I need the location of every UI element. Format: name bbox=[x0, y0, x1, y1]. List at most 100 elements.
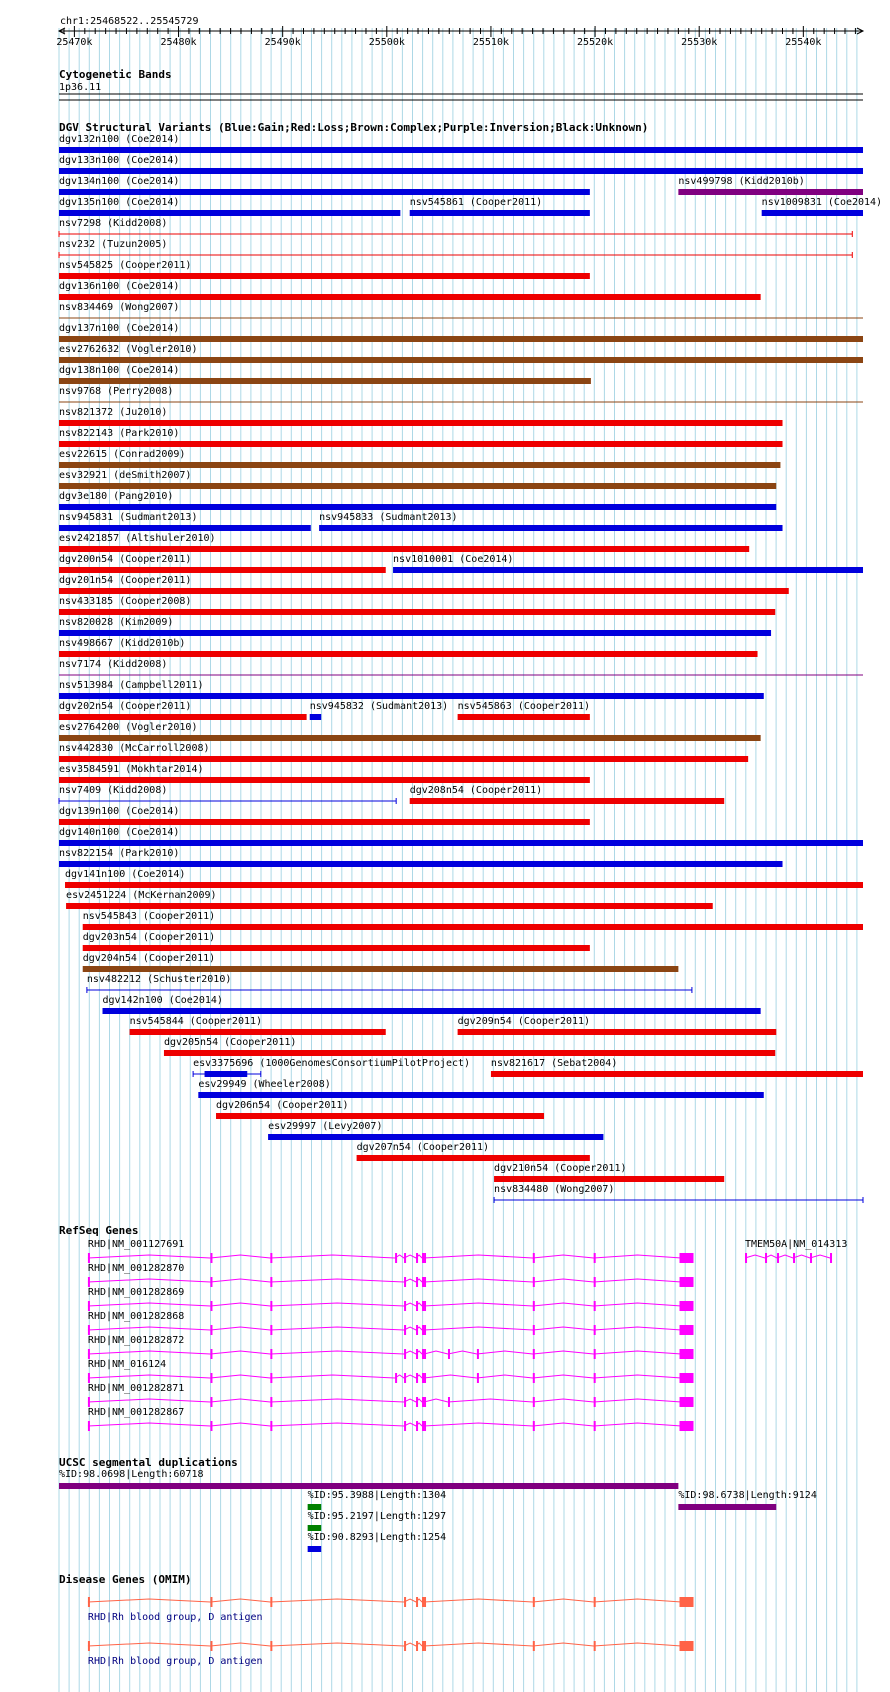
dgv-feature[interactable]: dgv209n54 (Cooper2011) bbox=[457, 1016, 777, 1035]
dgv-feature[interactable]: esv2421857 (Altshuler2010) bbox=[59, 533, 750, 552]
dgv-feature[interactable]: nsv545844 (Cooper2011) bbox=[129, 1016, 386, 1035]
dgv-feature[interactable]: nsv433185 (Cooper2008) bbox=[59, 596, 776, 615]
omim-gene-exon bbox=[416, 1597, 419, 1607]
refseq-gene-exon bbox=[424, 1421, 427, 1431]
dgv-feature[interactable]: nsv545825 (Cooper2011) bbox=[59, 260, 590, 279]
dgv-feature[interactable]: esv2762632 (Vogler2010) bbox=[59, 344, 863, 363]
dgv-feature[interactable]: dgv206n54 (Cooper2011) bbox=[216, 1100, 545, 1119]
dgv-feature[interactable]: dgv201n54 (Cooper2011) bbox=[59, 575, 789, 594]
dgv-feature[interactable]: esv22615 (Conrad2009) bbox=[59, 449, 781, 468]
refseq-genes-track[interactable]: RefSeq Genes RHD|NM_001127691 RHD|NM_0012… bbox=[59, 1224, 847, 1431]
dgv-feature[interactable]: nsv822154 (Park2010) bbox=[59, 848, 783, 867]
refseq-gene[interactable]: RHD|NM_001282868 bbox=[87, 1311, 694, 1335]
dgv-feature[interactable]: nsv820028 (Kim2009) bbox=[59, 617, 772, 636]
dgv-feature[interactable]: dgv204n54 (Cooper2011) bbox=[82, 953, 679, 972]
cytogenetic-bands-track[interactable]: Cytogenetic Bands 1p36.11 bbox=[59, 68, 863, 101]
refseq-gene[interactable]: RHD|NM_001282872 bbox=[87, 1335, 694, 1359]
ruler-ticks: 25470k 25480k 25490k 25500k 25510k 25520k 2553… bbox=[56, 26, 865, 48]
omim-gene[interactable]: RHD|Rh blood group, D antigen bbox=[87, 1597, 694, 1623]
dgv-feature[interactable]: dgv203n54 (Cooper2011) bbox=[82, 932, 590, 951]
dgv-feature[interactable]: nsv945832 (Sudmant2013) bbox=[309, 701, 448, 720]
segdup-feature[interactable]: %ID:98.6738|Length:9124 bbox=[678, 1490, 817, 1510]
dgv-feature[interactable]: dgv134n100 (Coe2014) bbox=[59, 176, 590, 195]
dgv-feature-label: nsv545863 (Cooper2011) bbox=[458, 701, 590, 712]
dgv-feature[interactable]: dgv136n100 (Coe2014) bbox=[59, 281, 761, 300]
dgv-feature[interactable]: dgv140n100 (Coe2014) bbox=[59, 827, 863, 846]
dgv-feature[interactable]: nsv821617 (Sebat2004) bbox=[490, 1058, 863, 1077]
dgv-feature[interactable]: nsv834469 (Wong2007) bbox=[59, 302, 863, 319]
dgv-feature[interactable]: dgv200n54 (Cooper2011) bbox=[59, 554, 386, 573]
dgv-feature[interactable]: nsv1010001 (Coe2014) bbox=[393, 554, 863, 573]
dgv-feature[interactable]: nsv7298 (Kidd2008) bbox=[58, 218, 853, 237]
segdup-feature[interactable]: %ID:95.3988|Length:1304 bbox=[307, 1490, 446, 1510]
dgv-feature[interactable]: nsv834480 (Wong2007) bbox=[493, 1184, 864, 1203]
omim-gene[interactable]: RHD|Rh blood group, D antigen bbox=[87, 1641, 694, 1667]
dgv-feature[interactable]: esv2451224 (McKernan2009) bbox=[66, 890, 713, 909]
dgv-feature-label: nsv1010001 (Coe2014) bbox=[393, 554, 513, 565]
dgv-feature[interactable]: dgv208n54 (Cooper2011) bbox=[409, 785, 725, 804]
dgv-feature[interactable]: esv29997 (Levy2007) bbox=[268, 1121, 604, 1140]
segdup-feature[interactable]: %ID:90.8293|Length:1254 bbox=[307, 1532, 446, 1552]
dgv-feature-label: dgv202n54 (Cooper2011) bbox=[59, 701, 191, 712]
segdup-feature[interactable]: %ID:95.2197|Length:1297 bbox=[307, 1511, 446, 1531]
refseq-gene[interactable]: RHD|NM_001282867 bbox=[87, 1407, 694, 1431]
refseq-gene-intron bbox=[87, 1301, 682, 1307]
dgv-feature[interactable]: esv2764200 (Vogler2010) bbox=[59, 722, 761, 741]
dgv-feature[interactable]: dgv205n54 (Cooper2011) bbox=[163, 1037, 776, 1056]
dgv-feature[interactable]: nsv1009831 (Coe2014) bbox=[761, 197, 882, 216]
dgv-feature[interactable]: dgv142n100 (Coe2014) bbox=[102, 995, 761, 1014]
refseq-gene[interactable]: RHD|NM_001282870 bbox=[87, 1263, 694, 1287]
dgv-feature[interactable]: dgv210n54 (Cooper2011) bbox=[494, 1163, 725, 1182]
dgv-feature[interactable]: nsv545863 (Cooper2011) bbox=[457, 701, 590, 720]
dgv-feature[interactable]: dgv207n54 (Cooper2011) bbox=[356, 1142, 590, 1161]
dgv-feature-label: esv3584591 (Mokhtar2014) bbox=[59, 764, 204, 775]
segdup-bar bbox=[59, 1483, 679, 1489]
segmental-duplications-track[interactable]: UCSC segmental duplications %ID:98.0698|… bbox=[59, 1456, 817, 1552]
dgv-feature[interactable]: nsv499798 (Kidd2010b) bbox=[678, 176, 863, 195]
refseq-gene-exon bbox=[679, 1373, 694, 1383]
dgv-feature[interactable]: nsv7409 (Kidd2008) bbox=[58, 785, 397, 804]
refseq-gene[interactable]: RHD|NM_016124 bbox=[87, 1359, 694, 1383]
disease-genes-omim-track[interactable]: Disease Genes (OMIM) RHD|Rh blood group,… bbox=[59, 1573, 694, 1667]
dgv-feature-bar bbox=[59, 546, 750, 552]
dgv-feature[interactable]: nsv821372 (Ju2010) bbox=[59, 407, 783, 426]
dgv-feature[interactable]: nsv7174 (Kidd2008) bbox=[59, 659, 863, 676]
dgv-feature[interactable]: nsv442830 (McCarroll2008) bbox=[59, 743, 749, 762]
dgv-feature[interactable]: dgv139n100 (Coe2014) bbox=[59, 806, 590, 825]
dgv-feature[interactable]: nsv545861 (Cooper2011) bbox=[409, 197, 590, 216]
dgv-structural-variants-track[interactable]: DGV Structural Variants (Blue:Gain;Red:L… bbox=[58, 121, 882, 1203]
dgv-feature-label: esv29949 (Wheeler2008) bbox=[198, 1079, 330, 1090]
dgv-feature[interactable]: nsv545843 (Cooper2011) bbox=[82, 911, 863, 930]
refseq-gene[interactable]: RHD|NM_001282871 bbox=[87, 1383, 694, 1407]
dgv-feature[interactable]: dgv132n100 (Coe2014) bbox=[59, 134, 863, 153]
dgv-feature[interactable]: esv32921 (deSmith2007) bbox=[59, 470, 777, 489]
dgv-feature[interactable]: esv29949 (Wheeler2008) bbox=[198, 1079, 764, 1098]
dgv-feature[interactable]: dgv202n54 (Cooper2011) bbox=[59, 701, 307, 720]
refseq-gene-tmem50a[interactable]: TMEM50A|NM_014313 bbox=[744, 1239, 847, 1263]
refseq-gene-label: RHD|NM_001282871 bbox=[88, 1383, 184, 1394]
dgv-feature[interactable]: dgv3e180 (Pang2010) bbox=[59, 491, 777, 510]
refseq-gene[interactable]: RHD|NM_001127691 bbox=[87, 1239, 694, 1263]
refseq-gene-exon bbox=[404, 1253, 407, 1263]
refseq-gene-intron bbox=[87, 1349, 682, 1355]
dgv-feature[interactable]: nsv822143 (Park2010) bbox=[59, 428, 783, 447]
dgv-feature[interactable]: nsv945831 (Sudmant2013) bbox=[59, 512, 311, 531]
dgv-feature-bar bbox=[59, 294, 761, 300]
refseq-gene-intron bbox=[87, 1253, 682, 1259]
dgv-feature[interactable]: dgv135n100 (Coe2014) bbox=[59, 197, 401, 216]
refseq-gene[interactable]: RHD|NM_001282869 bbox=[87, 1287, 694, 1311]
dgv-feature[interactable]: nsv482212 (Schuster2010) bbox=[86, 974, 693, 993]
dgv-feature[interactable]: dgv137n100 (Coe2014) bbox=[59, 323, 863, 342]
segdup-feature[interactable]: %ID:98.0698|Length:60718 bbox=[59, 1469, 679, 1489]
dgv-feature-bar bbox=[82, 924, 863, 930]
dgv-feature[interactable]: nsv498667 (Kidd2010b) bbox=[59, 638, 758, 657]
dgv-feature[interactable]: nsv945833 (Sudmant2013) bbox=[319, 512, 783, 531]
dgv-feature[interactable]: dgv133n100 (Coe2014) bbox=[59, 155, 863, 174]
dgv-feature[interactable]: nsv513984 (Campbell2011) bbox=[59, 680, 764, 699]
dgv-feature[interactable]: dgv141n100 (Coe2014) bbox=[65, 869, 863, 888]
dgv-feature[interactable]: nsv232 (Tuzun2005) bbox=[58, 239, 853, 258]
dgv-feature[interactable]: dgv138n100 (Coe2014) bbox=[59, 365, 591, 384]
dgv-feature[interactable]: esv3584591 (Mokhtar2014) bbox=[59, 764, 590, 783]
dgv-feature[interactable]: esv3375696 (1000GenomesConsortiumPilotPr… bbox=[192, 1058, 470, 1077]
dgv-feature[interactable]: nsv9768 (Perry2008) bbox=[59, 386, 863, 403]
